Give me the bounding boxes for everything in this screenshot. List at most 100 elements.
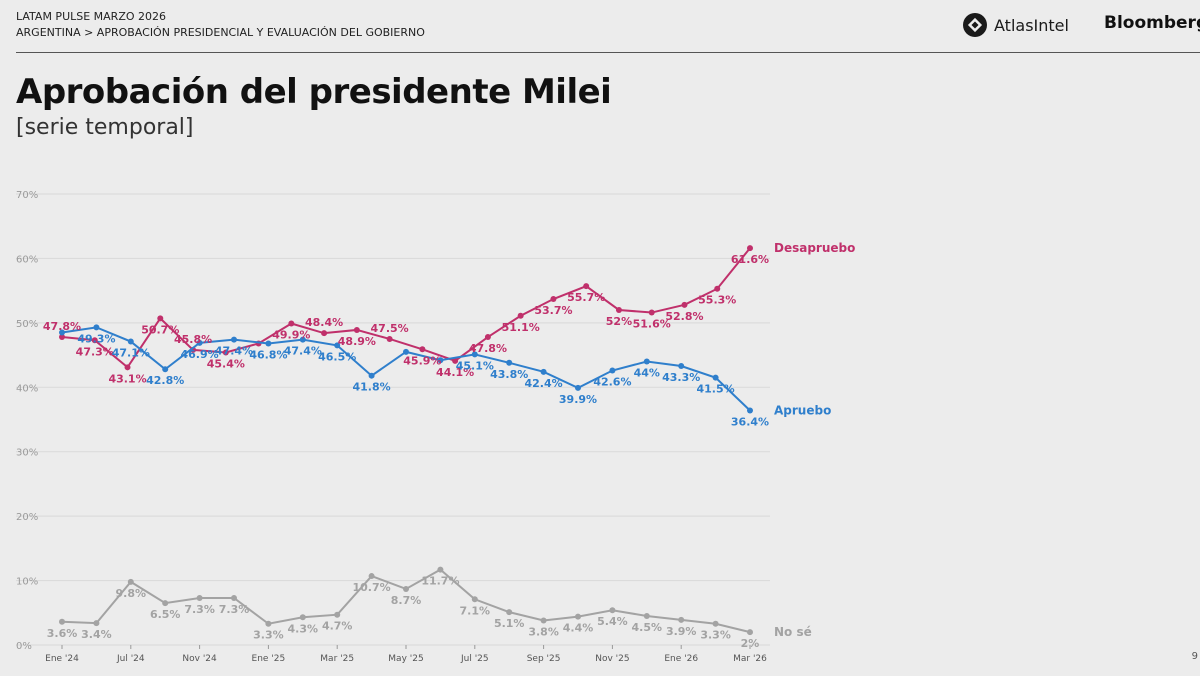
x-tick-label: Jul '24 <box>116 654 145 664</box>
header-divider <box>16 52 1200 53</box>
x-tick-label: Nov '25 <box>595 654 629 664</box>
data-label-apruebo: 46.5% <box>318 350 356 363</box>
data-point-no-s <box>368 573 375 580</box>
data-point-no-s <box>540 617 547 624</box>
data-label-desapruebo: 45.9% <box>403 354 441 367</box>
data-point-apruebo <box>712 374 719 381</box>
data-point-desapruebo <box>484 334 491 341</box>
data-label-no-s: 4.3% <box>288 622 319 635</box>
data-label-desapruebo: 47.3% <box>76 345 114 358</box>
data-label-apruebo: 43.3% <box>662 371 700 384</box>
x-tick-label: Nov '24 <box>182 654 217 664</box>
data-label-desapruebo: 52.8% <box>665 310 703 323</box>
data-label-desapruebo: 43.1% <box>108 372 146 385</box>
data-point-apruebo <box>747 407 753 414</box>
data-point-apruebo <box>575 384 581 391</box>
data-label-no-s: 7.3% <box>219 603 250 616</box>
series <box>59 245 753 636</box>
data-point-no-s <box>403 585 409 592</box>
data-point-apruebo <box>678 363 685 370</box>
data-label-apruebo: 46.9% <box>181 348 219 361</box>
data-label-desapruebo: 51.1% <box>502 321 540 334</box>
data-point-no-s <box>712 620 719 627</box>
data-point-no-s <box>93 620 100 627</box>
data-label-apruebo: 42.4% <box>525 377 563 390</box>
data-label-desapruebo: 55.7% <box>567 291 605 304</box>
data-label-desapruebo: 48.9% <box>338 335 376 348</box>
data-point-no-s <box>334 611 341 618</box>
series-name-desapruebo: Desapruebo <box>774 241 855 255</box>
data-label-no-s: 11.7% <box>421 575 459 588</box>
data-label-apruebo: 43.8% <box>490 368 528 381</box>
data-point-apruebo <box>162 366 169 373</box>
data-label-desapruebo: 53.7% <box>534 304 572 317</box>
data-label-no-s: 5.4% <box>597 615 628 628</box>
data-point-apruebo <box>643 358 650 365</box>
data-point-no-s <box>506 609 513 616</box>
data-point-no-s <box>471 596 478 603</box>
data-label-apruebo: 42.8% <box>146 374 184 387</box>
data-label-no-s: 4.4% <box>563 622 594 635</box>
data-point-desapruebo <box>550 296 557 303</box>
y-tick-label: 0% <box>16 641 32 652</box>
data-point-no-s <box>162 600 169 607</box>
data-label-no-s: 3.3% <box>253 629 284 642</box>
data-label-desapruebo: 47.8% <box>469 342 507 355</box>
data-label-no-s: 6.5% <box>150 608 181 621</box>
y-tick-label: 10% <box>16 577 38 588</box>
data-label-no-s: 2% <box>741 637 760 650</box>
data-point-no-s <box>231 594 237 601</box>
data-point-apruebo <box>471 351 478 358</box>
data-label-desapruebo: 47.5% <box>371 322 409 335</box>
atlasintel-logo: AtlasIntel <box>962 12 1069 38</box>
data-point-desapruebo <box>747 245 753 252</box>
data-label-apruebo: 36.4% <box>731 415 769 428</box>
y-tick-label: 30% <box>16 448 38 459</box>
data-point-no-s <box>59 618 65 625</box>
series-name-no-s: No sé <box>774 625 812 639</box>
x-axis: Ene '24 Jul '24 Nov '24 Ene '25 Mar '25 May '… <box>45 645 767 664</box>
data-point-desapruebo <box>124 364 131 371</box>
data-point-apruebo <box>368 372 375 379</box>
data-label-desapruebo: 50.7% <box>141 323 179 336</box>
survey-name: LATAM PULSE MARZO 2026 <box>16 10 167 23</box>
data-point-apruebo <box>334 342 341 349</box>
data-label-desapruebo: 45.8% <box>174 333 212 346</box>
data-point-no-s <box>265 620 272 627</box>
data-point-no-s <box>575 613 581 620</box>
data-label-desapruebo: 49.9% <box>272 329 310 342</box>
data-label-no-s: 3.6% <box>47 627 78 640</box>
series-line-desapruebo <box>61 247 751 369</box>
y-tick-label: 60% <box>16 254 38 265</box>
data-label-apruebo: 49.3% <box>77 332 115 345</box>
data-point-apruebo <box>196 339 203 346</box>
data-label-apruebo: 47.4% <box>215 345 253 358</box>
data-point-desapruebo <box>386 335 393 342</box>
line-chart: 0% 10% 20% 30% 40% 50% 60% 70% Ene '24 Jul '24 No… <box>16 190 855 664</box>
y-tick-label: 40% <box>16 383 38 394</box>
chart-title: Aprobación del presidente Milei <box>16 72 612 112</box>
data-point-apruebo <box>609 367 616 374</box>
data-point-apruebo <box>540 368 547 375</box>
data-label-desapruebo: 52% <box>606 315 632 328</box>
data-label-desapruebo: 55.3% <box>698 294 736 307</box>
data-label-no-s: 7.1% <box>460 604 491 617</box>
data-point-desapruebo <box>222 349 229 356</box>
data-point-desapruebo <box>615 306 622 313</box>
data-label-no-s: 5.1% <box>494 617 525 630</box>
data-point-apruebo <box>299 336 306 343</box>
data-point-desapruebo <box>353 326 360 333</box>
data-point-no-s <box>127 578 134 585</box>
data-label-apruebo: 45.1% <box>456 359 494 372</box>
x-tick-label: Ene '25 <box>252 654 286 664</box>
data-point-no-s <box>643 613 650 620</box>
data-point-apruebo <box>506 359 513 366</box>
data-point-no-s <box>678 616 685 623</box>
data-point-no-s <box>299 614 306 621</box>
data-point-desapruebo <box>583 283 590 290</box>
data-label-desapruebo: 51.6% <box>633 318 671 331</box>
data-point-desapruebo <box>419 346 426 353</box>
data-label-apruebo: 44% <box>634 367 660 380</box>
bloomberg-logo: Bloomberg <box>1104 13 1200 33</box>
data-label-no-s: 3.4% <box>81 628 112 641</box>
